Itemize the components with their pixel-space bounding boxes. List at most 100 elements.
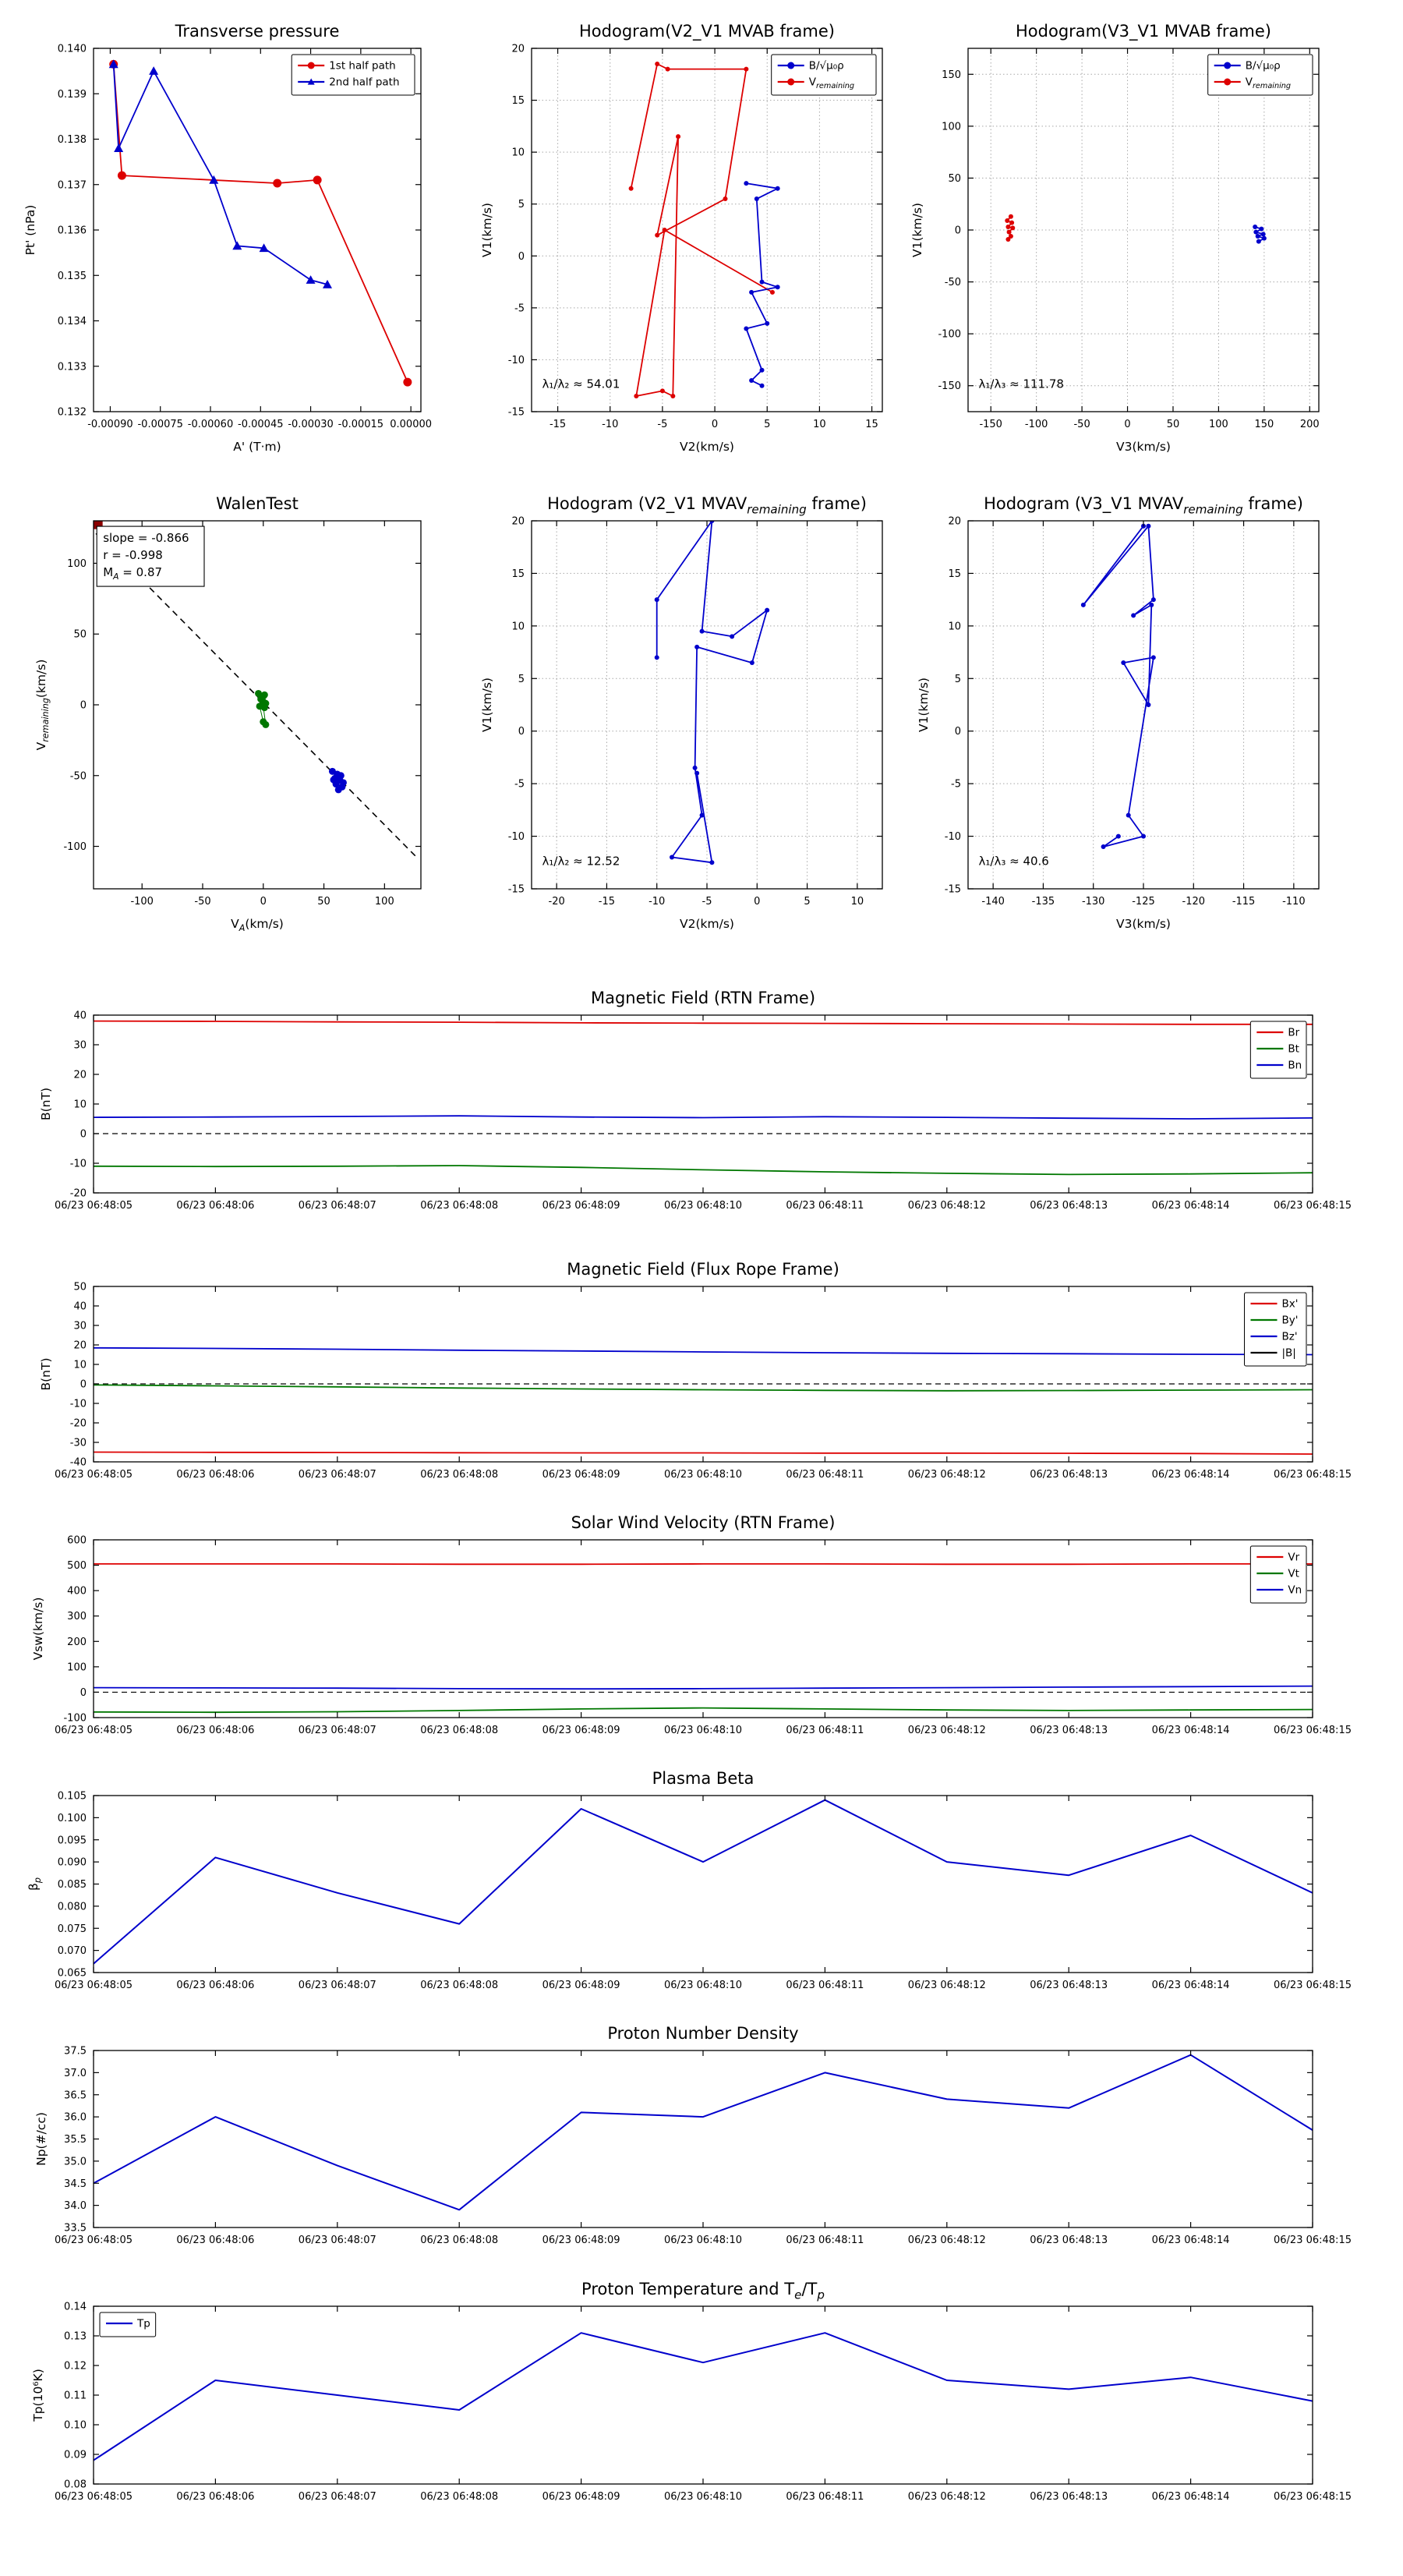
x-tick-label: 10 (813, 419, 826, 430)
x-tick-label: 06/23 06:48:15 (1274, 1725, 1352, 1736)
legend-label: Tp (136, 2318, 150, 2330)
series-line (94, 2333, 1313, 2460)
y-axis-label: B(nT) (39, 1357, 53, 1390)
x-tick-label: -135 (1032, 896, 1055, 908)
annotation: λ₁/λ₃ ≈ 111.78 (979, 377, 1064, 391)
legend-label: 1st half path (329, 60, 396, 73)
x-tick-label: 0 (712, 419, 718, 430)
y-tick-label: 0.080 (58, 1901, 87, 1913)
y-tick-label: -20 (70, 1188, 87, 1200)
x-tick-label: 06/23 06:48:05 (55, 1469, 133, 1481)
series-group (94, 2333, 1313, 2460)
y-tick-label: -20 (70, 1418, 87, 1430)
series-line (94, 1453, 1313, 1455)
series-line (94, 1686, 1313, 1690)
legend-label: Bx' (1282, 1298, 1299, 1311)
y-axis-label: Vsw(km/s) (31, 1598, 45, 1661)
chart-title: Solar Wind Velocity (RTN Frame) (571, 1513, 836, 1532)
series-line (114, 64, 408, 382)
x-tick-label: 06/23 06:48:07 (299, 2235, 376, 2246)
y-tick-label: 0.085 (58, 1879, 87, 1891)
legend-label: Bt (1288, 1043, 1299, 1056)
x-tick-label: -120 (1182, 896, 1206, 908)
x-tick-label: 06/23 06:48:07 (299, 1980, 376, 1991)
x-tick-label: 06/23 06:48:13 (1030, 2235, 1108, 2246)
axes-frame (532, 48, 882, 412)
x-tick-label: 06/23 06:48:07 (299, 1725, 376, 1736)
x-tick-label: 06/23 06:48:07 (299, 1200, 376, 1212)
y-axis-label: V1(km/s) (480, 203, 494, 257)
y-tick-label: 100 (67, 558, 87, 570)
x-tick-label: 06/23 06:48:14 (1152, 2491, 1230, 2503)
y-tick-label: 0.135 (58, 271, 87, 282)
x-tick-label: 06/23 06:48:08 (420, 1469, 498, 1481)
x-axis-label: V2(km/s) (680, 440, 734, 454)
y-tick-label: -15 (945, 884, 961, 896)
y-tick-label: 20 (511, 44, 525, 55)
x-tick-label: -15 (599, 896, 615, 908)
legend: Tp (100, 2312, 156, 2337)
annotation: λ₁/λ₂ ≈ 12.52 (542, 854, 620, 868)
x-tick-label: 06/23 06:48:05 (55, 1725, 133, 1736)
legend-label: Bz' (1282, 1331, 1298, 1343)
chart-transverse-pressure: -0.00090-0.00075-0.00060-0.00045-0.00030… (23, 22, 432, 454)
chart-title: Proton Number Density (607, 2024, 798, 2043)
x-axis-label: VA(km/s) (231, 917, 284, 933)
series-line (94, 1800, 1313, 1964)
x-tick-label: 0 (260, 896, 267, 908)
x-tick-label: 06/23 06:48:11 (786, 1725, 864, 1736)
series-line (94, 1385, 1313, 1391)
series-line (657, 521, 767, 862)
series-group (1005, 214, 1267, 244)
y-tick-label: -150 (938, 380, 961, 392)
y-tick-label: 0 (955, 726, 961, 738)
y-tick-label: 0.137 (58, 179, 87, 191)
x-tick-label: 06/23 06:48:08 (420, 1200, 498, 1212)
y-tick-label: 0.14 (64, 2302, 87, 2313)
x-tick-label: 100 (1209, 419, 1228, 430)
axes-frame (94, 2306, 1313, 2484)
x-tick-label: -10 (602, 419, 618, 430)
y-tick-label: 0.070 (58, 1945, 87, 1957)
x-tick-label: 06/23 06:48:14 (1152, 1200, 1230, 1212)
y-tick-label: 20 (73, 1340, 87, 1352)
x-tick-label: 06/23 06:48:11 (786, 2491, 864, 2503)
y-tick-label: 100 (67, 1661, 87, 1673)
x-tick-label: -110 (1282, 896, 1306, 908)
x-tick-label: 06/23 06:48:13 (1030, 1725, 1108, 1736)
y-axis-label: Pt' (nPa) (23, 205, 37, 256)
series-group (1081, 524, 1156, 849)
y-tick-label: 50 (73, 629, 87, 641)
x-tick-label: 200 (1300, 419, 1320, 430)
y-tick-label: 10 (511, 147, 525, 159)
x-tick-label: 06/23 06:48:06 (176, 2491, 254, 2503)
chart-title: Proton Temperature and Te/Tp (581, 2280, 825, 2302)
y-tick-label: 0.134 (58, 316, 87, 327)
x-tick-label: 06/23 06:48:11 (786, 1980, 864, 1991)
series-line (631, 64, 772, 396)
y-tick-label: 0 (80, 1129, 87, 1141)
y-tick-label: 0.100 (58, 1813, 87, 1824)
x-tick-label: 0 (1124, 419, 1130, 430)
x-tick-label: 06/23 06:48:10 (664, 1980, 742, 1991)
series-line (1083, 526, 1154, 847)
x-tick-label: -10 (648, 896, 665, 908)
annotation: λ₁/λ₃ ≈ 40.6 (979, 854, 1049, 868)
x-tick-label: 06/23 06:48:05 (55, 2491, 133, 2503)
x-tick-label: 06/23 06:48:13 (1030, 2491, 1108, 2503)
x-tick-label: 06/23 06:48:14 (1152, 2235, 1230, 2246)
y-axis-label: V1(km/s) (910, 203, 924, 257)
x-tick-label: 5 (804, 896, 810, 908)
chart-title: Magnetic Field (Flux Rope Frame) (567, 1260, 839, 1279)
y-tick-label: 35.0 (64, 2156, 87, 2167)
y-tick-label: 0 (80, 700, 87, 712)
y-axis-label: B(nT) (39, 1088, 53, 1120)
x-tick-label: 0.00000 (390, 419, 432, 430)
axes-frame (94, 1540, 1313, 1718)
x-tick-label: 06/23 06:48:09 (542, 1200, 620, 1212)
y-tick-label: 5 (518, 674, 525, 685)
